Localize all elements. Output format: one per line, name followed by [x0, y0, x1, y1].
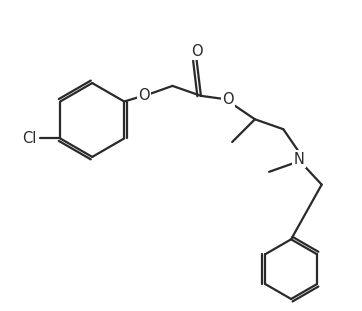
Text: O: O [191, 44, 202, 58]
Text: N: N [294, 151, 304, 167]
Text: O: O [222, 92, 234, 107]
Text: Cl: Cl [22, 131, 37, 146]
Text: O: O [138, 88, 150, 103]
